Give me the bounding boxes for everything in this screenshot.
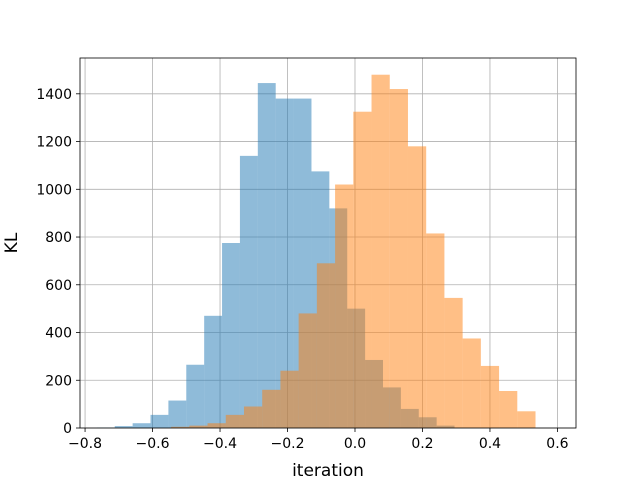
histogram-bar-series-1 (114, 426, 133, 428)
y-tick-label: 800 (45, 230, 72, 246)
histogram-bar-series-2 (243, 406, 263, 428)
histogram-bar-series-2 (207, 423, 226, 428)
histogram-bar-series-2 (480, 365, 500, 428)
histogram-bar-series-1 (222, 243, 240, 428)
y-tick-label: 0 (63, 421, 72, 437)
x-tick-label: −0.6 (136, 436, 170, 452)
histogram-bar-series-1 (239, 155, 258, 428)
x-tick-label: 0.0 (344, 436, 366, 452)
x-tick-label: 0.4 (479, 436, 501, 452)
histogram-bars (96, 74, 536, 429)
histogram-bar-series-2 (316, 263, 336, 428)
histogram-bar-series-2 (171, 426, 190, 428)
x-tick-label: −0.2 (271, 436, 305, 452)
x-tick-label: 0.2 (411, 436, 433, 452)
plot-frame (79, 57, 577, 429)
y-axis-title: KL (2, 232, 22, 253)
histogram-bar-series-2 (262, 389, 281, 428)
histogram-bar-series-1 (132, 423, 151, 428)
histogram-bar-series-2 (426, 233, 445, 428)
histogram-bar-series-2 (407, 146, 427, 429)
y-tick-label: 400 (45, 326, 72, 342)
histogram-bar-series-1 (204, 315, 223, 428)
histogram-bar-series-2 (225, 414, 244, 428)
x-tick-label: −0.8 (68, 436, 102, 452)
y-tick-label: 1200 (36, 135, 72, 151)
histogram-bar-series-2 (189, 425, 208, 428)
axis-ticks: −0.8 −0.6 −0.4 −0.2 0.0 0.2 0.4 0.6 0 200 400 600 80… (36, 87, 568, 452)
histogram-bar-series-2 (280, 370, 299, 428)
histogram-bar-series-2 (389, 89, 408, 428)
x-tick-label: 0.6 (546, 436, 568, 452)
histogram-bar-series-2 (353, 111, 372, 428)
histogram-bar-series-2 (499, 391, 518, 428)
histogram-bar-series-2 (371, 74, 390, 428)
y-tick-label: 200 (45, 373, 72, 389)
histogram-bar-series-1 (150, 414, 169, 428)
histogram-bar-series-1 (275, 98, 294, 429)
histogram-bar-series-2 (444, 297, 463, 428)
y-tick-label: 1400 (36, 87, 72, 103)
histogram-bar-series-2 (335, 184, 354, 428)
y-tick-label: 600 (45, 278, 72, 294)
histogram-bar-series-2 (462, 338, 481, 428)
histogram-bar-series-2 (517, 411, 536, 428)
y-tick-label: 1000 (36, 182, 72, 198)
histogram-bar-series-1 (257, 83, 276, 428)
x-axis-title: iteration (292, 461, 364, 480)
histogram-bar-series-1 (168, 400, 187, 428)
histogram-bar-series-1 (186, 364, 205, 428)
histogram-bar-series-2 (298, 313, 317, 428)
x-tick-label: −0.4 (203, 436, 237, 452)
